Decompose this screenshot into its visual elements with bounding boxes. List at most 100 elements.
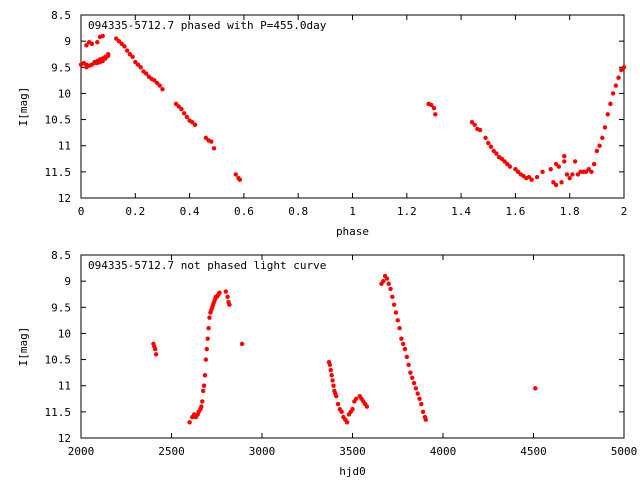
unphased-data-point <box>391 302 397 307</box>
phased-data-point <box>192 122 198 128</box>
phased-data-point <box>586 167 591 172</box>
phased-data-point <box>564 172 570 177</box>
phased-x-tick-label: 1.6 <box>505 205 525 218</box>
unphased-x-tick-label: 4000 <box>430 445 457 458</box>
phased-data-point <box>472 122 477 128</box>
phased-data-point <box>526 174 532 180</box>
unphased-data-point <box>187 420 192 425</box>
phased-y-tick-label: 11.5 <box>45 166 72 179</box>
unphased-data-point <box>331 383 336 388</box>
phased-data-point <box>429 102 434 108</box>
unphased-data-point <box>404 354 409 360</box>
unphased-y-tick-label: 8.5 <box>51 249 71 262</box>
phased-y-tick-label: 11 <box>58 140 71 153</box>
phased-data-point <box>127 52 133 57</box>
phased-data-point <box>143 71 149 76</box>
phased-data-point <box>594 148 600 154</box>
phased-y-tick-label: 10.5 <box>45 114 72 127</box>
phased-data-point <box>122 44 127 49</box>
phased-data-point <box>173 101 179 107</box>
phased-data-point <box>157 83 162 88</box>
phased-x-tick-label: 1.8 <box>560 205 580 218</box>
phased-data-point <box>135 62 141 67</box>
phased-data-point <box>84 43 89 48</box>
phased-data-point <box>114 36 119 41</box>
phased-data-point <box>237 177 243 182</box>
unphased-data-point <box>334 393 339 399</box>
unphased-data-point <box>399 336 404 341</box>
unphased-data-point <box>328 367 333 373</box>
phased-x-tick-label: 0 <box>78 205 85 218</box>
unphased-data-point <box>388 286 393 292</box>
unphased-x-axis-label: hjd0 <box>339 465 366 478</box>
phased-y-tick-label: 10 <box>58 87 71 100</box>
unphased-data-point <box>205 336 210 341</box>
phased-data-point <box>553 161 559 167</box>
phased-data-point <box>589 169 594 175</box>
phased-data-point <box>600 135 605 141</box>
phased-data-point <box>181 111 187 116</box>
phased-data-point <box>477 127 483 133</box>
phased-data-point <box>179 106 184 112</box>
phased-data-point <box>619 67 624 73</box>
phased-data-point <box>152 78 157 83</box>
phased-data-point <box>105 52 111 57</box>
unphased-x-tick-label: 2500 <box>158 445 185 458</box>
phased-data-point <box>605 112 610 117</box>
unphased-data-point <box>203 357 209 362</box>
phased-x-tick-label: 1 <box>349 205 356 218</box>
phased-x-tick-label: 0.4 <box>180 205 200 218</box>
unphased-data-point <box>207 315 212 320</box>
unphased-x-tick-label: 5000 <box>611 445 638 458</box>
unphased-data-point <box>384 276 390 281</box>
phased-x-tick-label: 1.2 <box>397 205 417 218</box>
unphased-data-point <box>217 290 222 295</box>
phased-data-point <box>540 169 545 175</box>
phased-data-point <box>556 164 562 169</box>
phased-data-point <box>583 169 589 175</box>
phased-data-point <box>602 125 608 130</box>
unphased-data-point <box>239 341 245 347</box>
phased-data-point <box>559 180 564 185</box>
phased-data-point <box>89 41 95 46</box>
unphased-data-point <box>327 362 333 367</box>
unphased-data-point <box>408 370 413 375</box>
phased-data-point <box>433 112 438 117</box>
unphased-light-curve-plot: 2000 2500 3000 3500 4000 4500 5000 8.5 9 9.5 10 10.… <box>17 249 637 478</box>
unphased-x-tick-label: 4500 <box>520 445 547 458</box>
phased-light-curve-plot: 0 0.2 0.4 0.6 0.8 1 1.2 1.4 1.6 1.8 2 8.5 9 9.5 10 10.5… <box>17 9 627 238</box>
unphased-data-point <box>533 386 538 391</box>
unphased-y-tick-label: 10.5 <box>45 354 72 367</box>
phased-data-point <box>203 135 209 141</box>
phased-data-point <box>488 144 494 149</box>
unphased-data-point <box>330 378 335 383</box>
phased-data-point <box>551 180 556 185</box>
unphased-data-point <box>415 391 420 396</box>
phased-data-point <box>591 161 597 167</box>
phased-data-point <box>119 41 124 46</box>
phased-data-point <box>534 174 540 180</box>
phased-data-point <box>154 80 160 86</box>
phased-data-point <box>176 104 181 109</box>
phased-data-point <box>469 119 475 125</box>
unphased-data-point <box>406 362 411 367</box>
unphased-data-point <box>419 401 424 407</box>
unphased-data-point <box>381 278 386 284</box>
phased-data-point <box>513 167 518 172</box>
phased-y-tick-label: 9 <box>64 35 71 48</box>
phased-x-tick-label: 1.4 <box>451 205 471 218</box>
unphased-y-tick-label: 9 <box>64 275 71 288</box>
phased-x-tick-label: 0.6 <box>234 205 254 218</box>
phased-data-point <box>100 33 105 39</box>
unphased-y-tick-label: 11.5 <box>45 406 72 419</box>
phased-data-point <box>502 159 507 164</box>
phased-data-point <box>616 75 621 80</box>
unphased-data-point <box>417 396 422 401</box>
phased-data-point <box>515 169 521 175</box>
phased-data-point <box>138 65 143 70</box>
phased-data-point <box>486 140 491 146</box>
phased-data-point <box>116 38 122 44</box>
unphased-data-point <box>200 399 205 404</box>
unphased-data-point <box>204 346 209 352</box>
